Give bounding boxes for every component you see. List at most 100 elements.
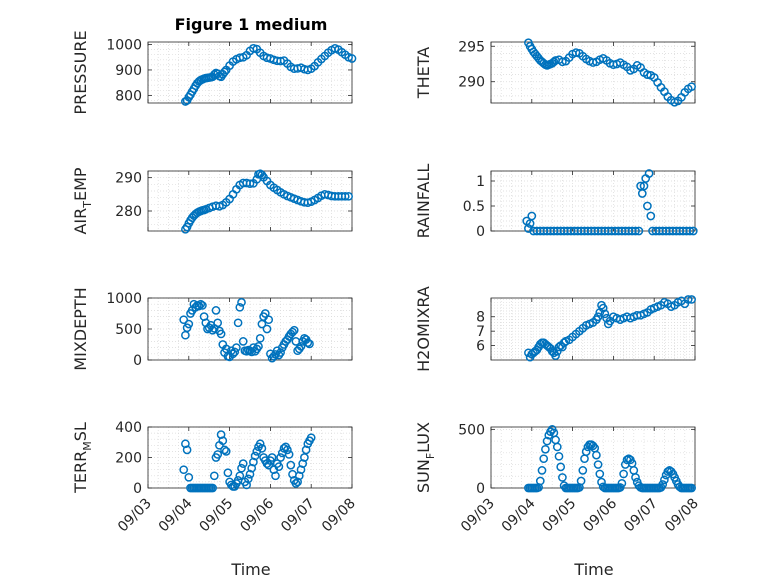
y-tick-label: 400 [115, 420, 142, 436]
x-axis-label-right: Time [573, 560, 613, 579]
x-tick-label: 09/08 [319, 496, 359, 536]
data-point [306, 433, 316, 443]
data-point [542, 436, 552, 446]
subplot-7: 0 200 400 09/03 09/04 09/05 09/06 09/07 09/08 TER… [71, 420, 359, 535]
figure-title: Figure 1 medium [175, 15, 328, 34]
data-point [593, 460, 603, 469]
data-point [208, 483, 217, 493]
y-tick-label: 6 [476, 339, 485, 355]
y-axis-label: RAINFALL [414, 164, 433, 239]
subplot-3: 280 290 AIRTEMP [71, 167, 353, 235]
data-point [576, 476, 586, 486]
data-point [637, 189, 647, 198]
x-tick-label: 09/03 [458, 496, 498, 536]
y-tick-label: 0 [476, 481, 485, 497]
data-point [300, 453, 309, 462]
data-point [340, 191, 350, 201]
x-tick-label: 09/07 [621, 496, 661, 536]
subplot-1: 800 900 1000 PRESSURE [71, 30, 357, 115]
data-point [245, 179, 255, 189]
data-point [242, 346, 251, 356]
data-point [184, 319, 194, 329]
data-point [592, 450, 601, 460]
x-tick-label: 09/05 [540, 496, 580, 536]
y-axis-label: H2OMIXRA [414, 286, 433, 372]
data-point [267, 453, 277, 462]
subplot-2: 290 295 THETA [414, 38, 696, 107]
data-point [276, 453, 285, 462]
data-point [235, 302, 245, 312]
y-tick-label: 8 [476, 310, 485, 326]
data-point [250, 451, 260, 461]
data-point [552, 442, 562, 452]
subplot-4: 0 0.5 1 RAINFALL [414, 164, 698, 240]
y-tick-label: 1000 [106, 291, 142, 307]
data-point [643, 201, 652, 211]
data-point [220, 67, 229, 77]
data-point [571, 48, 581, 57]
axes-frame [490, 426, 696, 489]
y-tick-label: 1000 [106, 38, 142, 54]
y-tick-label: 290 [115, 171, 142, 187]
data-point [660, 475, 669, 485]
y-axis-label: SUNFLUX [414, 422, 437, 493]
data-point [184, 472, 194, 482]
axes-frame [147, 170, 353, 232]
data-point [644, 169, 654, 178]
data-point [658, 480, 668, 489]
data-point [249, 44, 258, 53]
data-point [213, 318, 223, 328]
subplot-5: 0 500 1000 MIXDEPTH [71, 287, 353, 371]
data-point [288, 327, 297, 337]
x-tick-label: 09/03 [115, 496, 155, 536]
data-point [238, 459, 248, 468]
data-point [554, 342, 564, 352]
data-point [615, 483, 625, 492]
data-point [347, 54, 357, 63]
data-point [524, 224, 533, 233]
data-point [221, 447, 231, 456]
data-point [235, 471, 245, 481]
x-tick-label: 09/06 [580, 495, 620, 535]
data-point [286, 460, 296, 470]
data-point [213, 450, 223, 459]
y-axis-label: THETA [414, 47, 433, 99]
data-point [182, 445, 192, 455]
data-point [223, 468, 233, 478]
data-point [663, 467, 673, 476]
axes-frame [490, 41, 696, 104]
data-point [527, 211, 537, 221]
y-tick-label: 0 [133, 481, 142, 497]
data-point [305, 339, 314, 349]
data-point [646, 211, 656, 221]
data-point [631, 226, 640, 236]
data-point [303, 338, 313, 347]
data-point [264, 460, 274, 470]
data-point [233, 318, 243, 328]
y-tick-label: 200 [115, 451, 142, 467]
data-point [687, 483, 696, 493]
y-tick-label: 1 [476, 174, 485, 190]
x-tick-label: 09/04 [499, 495, 539, 535]
data-point [276, 348, 285, 357]
x-tick-label: 09/05 [197, 496, 237, 536]
y-tick-label: 280 [115, 204, 142, 220]
data-point [688, 226, 698, 236]
y-tick-label: 900 [115, 63, 142, 79]
data-point [238, 337, 248, 346]
y-tick-label: 290 [458, 75, 485, 91]
data-point [257, 170, 267, 180]
data-point [274, 462, 284, 471]
data-point [541, 444, 550, 454]
data-point [255, 439, 265, 449]
y-tick-label: 7 [476, 324, 485, 340]
data-point [264, 315, 274, 325]
data-point [254, 342, 263, 351]
data-point [551, 351, 560, 361]
data-point [237, 463, 246, 473]
data-point [535, 476, 545, 486]
data-point [687, 295, 696, 304]
data-point [198, 301, 207, 310]
